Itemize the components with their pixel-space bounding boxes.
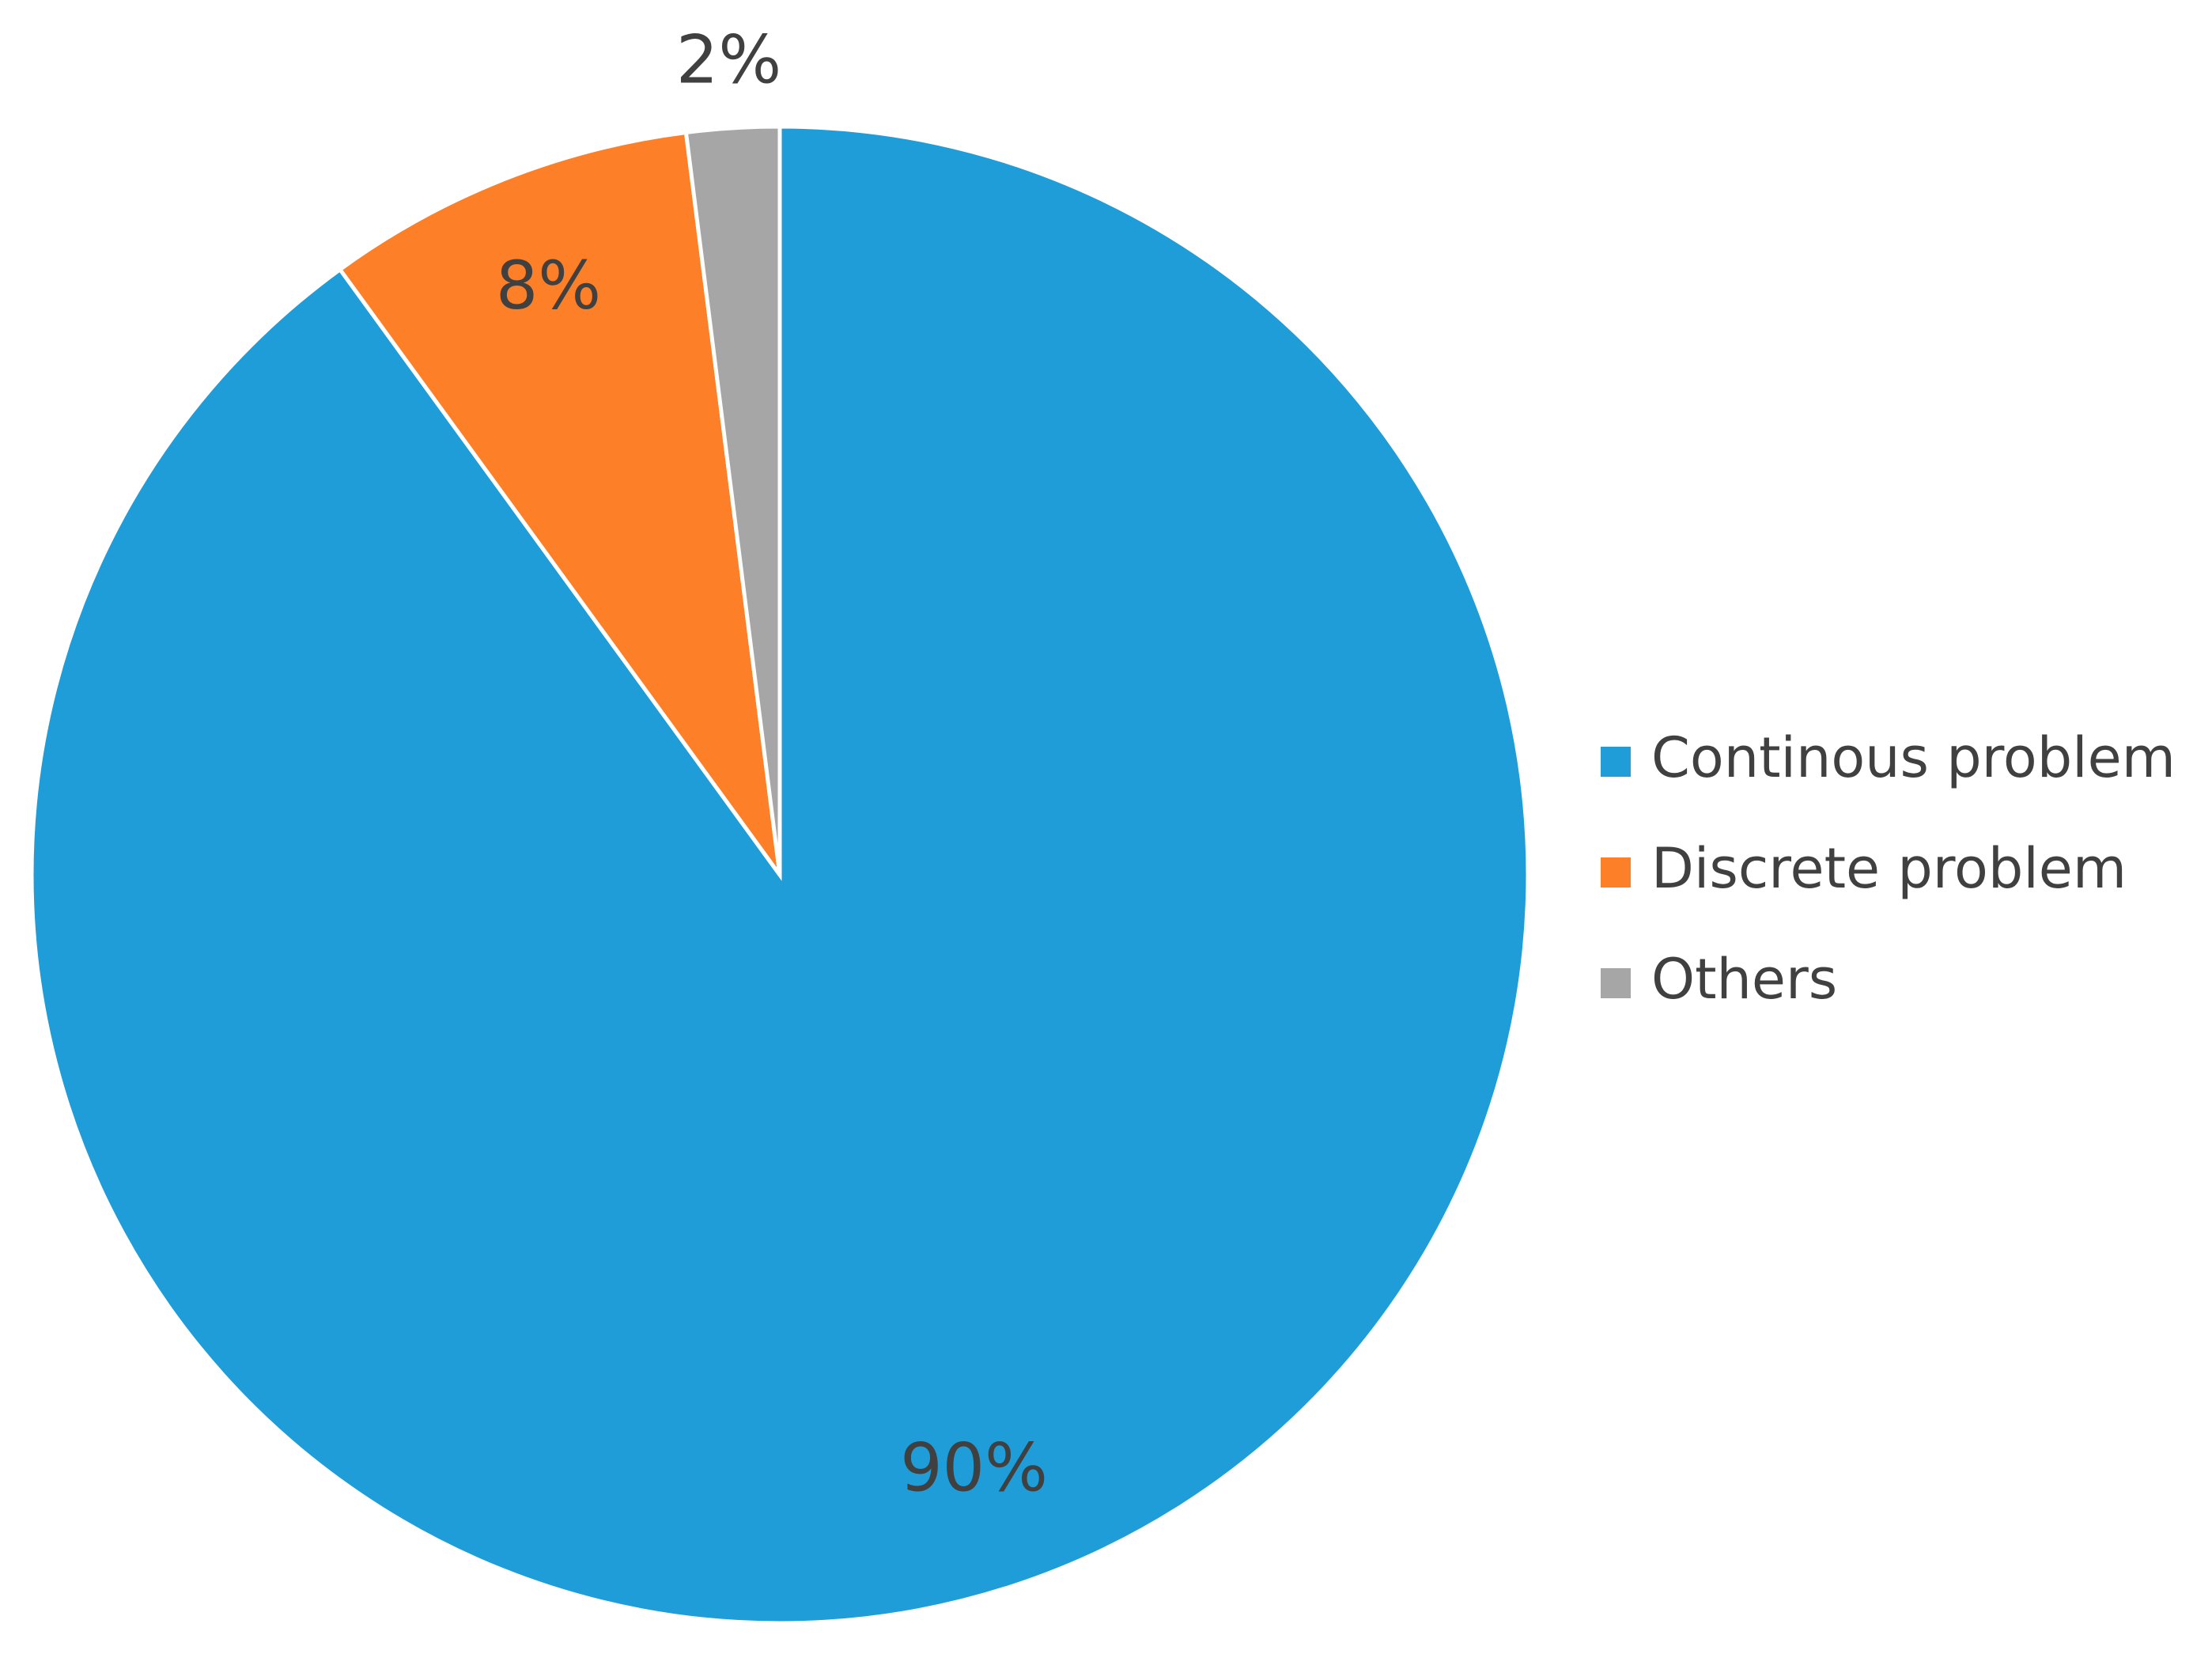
legend-label: Discrete problem (1651, 836, 2127, 901)
legend-swatch (1601, 747, 1631, 777)
legend-swatch (1601, 857, 1631, 888)
data-label: 2% (676, 21, 781, 99)
pie-slice (683, 124, 782, 876)
data-label: 8% (496, 247, 601, 324)
legend-label: Continous problem (1651, 725, 2176, 790)
data-label: 90% (900, 1429, 1048, 1507)
legend-swatch (1601, 968, 1631, 998)
pie-slice (337, 130, 782, 876)
legend-label: Others (1651, 947, 1837, 1012)
